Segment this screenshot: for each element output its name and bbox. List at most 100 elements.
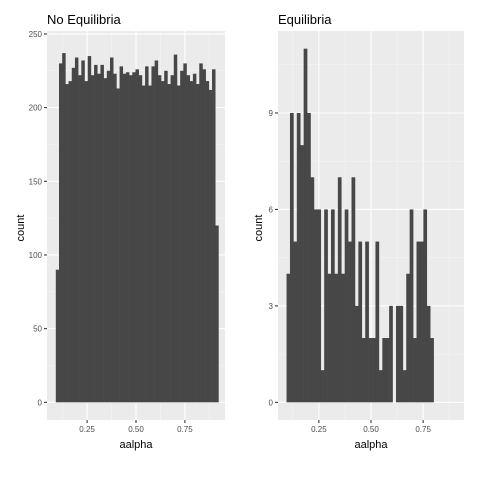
histogram-bar [192,73,197,403]
histogram-bar [183,63,187,403]
histogram-bar [334,273,339,403]
histogram-bar [313,209,318,403]
histogram-bar [389,305,393,403]
y-tick-label: 0 [38,398,43,407]
y-tick-label: 150 [29,177,43,186]
histogram-bar [196,84,200,403]
histogram-bar [110,57,114,403]
histogram-bar [351,177,356,403]
histogram-bar [358,241,363,403]
y-tick-label: 9 [269,109,274,118]
histogram-bar [324,209,328,403]
histogram-bar [215,225,219,403]
histogram-bar [341,273,345,403]
histogram-bar [344,209,349,403]
histogram-bar [303,48,308,403]
histogram-bar [167,84,171,403]
histogram-bar [212,69,216,403]
panel-no-equilibria: No Equilibria 0.25 0.50 0.75 0 50 100 150 200 25… [15,12,225,451]
histogram-bar [170,75,175,403]
histogram-bar [132,72,136,403]
x-axis-title-no-equilibria: aalpha [119,439,153,451]
histogram-bar [173,54,178,403]
histogram-bar [395,305,400,403]
histogram-bar [138,75,143,403]
histogram-bar [135,69,139,403]
histogram-bar [62,53,66,403]
bars-no-equilibria [55,53,219,403]
y-tick-label: 0 [269,398,274,407]
histogram-bar [84,81,88,403]
histogram-bar [78,75,82,403]
histogram-bar [141,85,146,403]
histogram-bar [119,66,124,403]
histogram-bar [74,57,79,403]
histogram-bar [205,81,210,403]
histogram-bar [164,70,168,403]
histogram-bar [208,89,213,403]
histogram-bar [97,73,101,403]
y-tick-label: 6 [269,205,274,214]
histogram-bar [94,64,98,403]
histogram-bar [296,112,301,403]
histogram-bar [368,338,373,403]
histogram-bar [327,273,332,403]
histogram-bar [354,305,359,403]
histogram-bar [430,338,434,403]
panel-title-equilibria: Equilibria [278,12,332,27]
histogram-bar [186,75,191,403]
histogram-bar [55,269,60,403]
histogram-bar [68,81,73,403]
histogram-bar [87,56,92,403]
y-tick-label: 200 [29,104,43,113]
histogram-bar [58,63,63,403]
histogram-bar [151,66,155,403]
histogram-bar [375,241,380,403]
histogram-bar [71,67,76,403]
x-tick-label: 0.50 [128,425,144,434]
x-tick-label: 0.50 [363,425,379,434]
histogram-bar [409,209,414,403]
histogram-bar [157,75,162,403]
axes-equilibria: 0.25 0.50 0.75 0 3 6 9 [269,109,432,434]
histogram-bar [416,241,421,403]
histogram-bar [289,112,294,403]
x-tick-label: 0.25 [79,425,95,434]
histogram-bar [372,338,376,403]
histogram-bar [129,75,133,403]
histogram-bar [154,60,159,403]
histogram-bar [337,177,342,403]
histogram-bar [307,112,311,403]
histogram-bar [286,273,291,403]
panel-equilibria: Equilibria 0.25 0.50 0.75 0 3 6 9 aalpha count [253,12,464,451]
panel-title-no-equilibria: No Equilibria [47,12,121,27]
histogram-bar [199,63,203,403]
axes-no-equilibria: 0.25 0.50 0.75 0 50 100 150 200 250 [29,30,194,434]
histogram-bar [385,338,390,403]
histogram-bar [310,177,315,403]
histogram-bar [361,338,366,403]
histogram-bar [103,78,108,403]
histogram-bar [106,70,111,403]
histogram-bar [399,305,404,403]
y-tick-label: 50 [33,325,42,334]
histogram-bar [100,64,104,403]
histogram-bar [125,72,130,403]
bars-equilibria [286,48,434,403]
histogram-bar [145,66,149,403]
histogram-bar [293,241,298,403]
y-tick-label: 100 [29,251,43,260]
histogram-bar [65,84,69,403]
histogram-bar [189,81,194,403]
histogram-bar [402,370,407,403]
histogram-bar [90,75,95,403]
histogram-bar [348,241,352,403]
histogram-bar [202,69,206,403]
histogram-bar [81,60,85,403]
histogram-bar [378,370,383,403]
histogram-bar [320,370,325,403]
histogram-bar [300,145,304,403]
histogram-bar [419,241,424,403]
x-tick-label: 0.75 [177,425,193,434]
